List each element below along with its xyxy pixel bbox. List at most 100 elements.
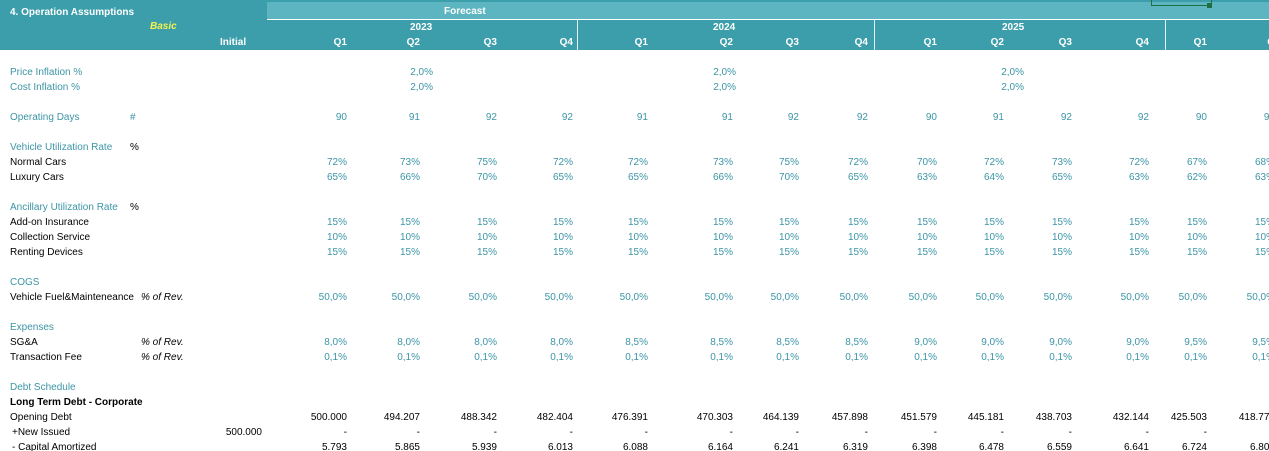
cell[interactable]: 72% — [326, 157, 347, 168]
cell[interactable]: 15% — [916, 217, 937, 228]
cell[interactable]: 15% — [916, 247, 937, 258]
cell[interactable]: 72% — [627, 157, 648, 168]
cell[interactable]: 63% — [1128, 172, 1149, 183]
cell[interactable]: 92 — [787, 112, 799, 123]
cell[interactable]: 15% — [1051, 217, 1072, 228]
cell[interactable]: 68% — [1254, 157, 1269, 168]
cell[interactable]: - — [1215, 427, 1269, 439]
cell[interactable]: 62% — [1186, 172, 1207, 183]
cell[interactable]: 50,0% — [839, 292, 868, 303]
cell[interactable]: 15% — [326, 247, 347, 258]
cell[interactable]: - — [644, 427, 648, 438]
cell[interactable]: 50,0% — [318, 292, 347, 303]
cell[interactable]: 10% — [778, 232, 799, 243]
cell[interactable]: 8,5% — [710, 337, 733, 348]
cell[interactable]: 5.939 — [471, 442, 497, 451]
cell[interactable]: 15% — [627, 217, 648, 228]
cell[interactable]: - — [1203, 427, 1207, 438]
cell[interactable]: 15% — [1051, 247, 1072, 258]
cell[interactable]: 65% — [1051, 172, 1072, 183]
cell[interactable]: 50,0% — [1120, 292, 1149, 303]
cell[interactable]: 15% — [476, 247, 497, 258]
cell[interactable]: 6.724 — [1181, 442, 1207, 451]
cell[interactable]: 50,0% — [619, 292, 648, 303]
cell[interactable]: - — [493, 427, 497, 438]
cell[interactable]: 0,1% — [710, 352, 733, 363]
cell[interactable]: 418.779 — [1238, 412, 1269, 423]
cell[interactable]: 0,1% — [1184, 352, 1207, 363]
cell[interactable]: 50,0% — [975, 292, 1004, 303]
cell[interactable]: 91 — [721, 112, 733, 123]
cell[interactable]: 10% — [326, 232, 347, 243]
cell[interactable]: 0,1% — [1126, 352, 1149, 363]
cell[interactable]: 63% — [916, 172, 937, 183]
cell[interactable]: - — [864, 427, 868, 438]
cell[interactable]: - — [795, 427, 799, 438]
cell[interactable]: 92 — [856, 112, 868, 123]
cell[interactable]: 50,0% — [544, 292, 573, 303]
cell[interactable]: 50,0% — [1043, 292, 1072, 303]
cell[interactable]: 6.319 — [842, 442, 868, 451]
cell[interactable]: 8,0% — [474, 337, 497, 348]
cell[interactable]: 90 — [1195, 112, 1207, 123]
cell[interactable]: 0,1% — [845, 352, 868, 363]
cell[interactable]: 15% — [1186, 247, 1207, 258]
active-cell-selection[interactable] — [1151, 0, 1212, 6]
cell[interactable]: 0,1% — [776, 352, 799, 363]
cell[interactable]: 6.641 — [1123, 442, 1149, 451]
cell[interactable]: 70% — [778, 172, 799, 183]
cell[interactable]: 15% — [399, 217, 420, 228]
cell[interactable]: 425.503 — [1170, 412, 1207, 423]
cell[interactable]: 15% — [983, 217, 1004, 228]
cell[interactable]: 2,0% — [1001, 67, 1024, 78]
cell[interactable]: 72% — [1128, 157, 1149, 168]
cell-initial-new-issued[interactable]: 500.000 — [225, 427, 262, 438]
cell[interactable]: 73% — [1051, 157, 1072, 168]
cell[interactable]: 6.559 — [1046, 442, 1072, 451]
cell[interactable]: 50,0% — [1178, 292, 1207, 303]
cell[interactable]: 15% — [983, 247, 1004, 258]
cell[interactable]: 476.391 — [611, 412, 648, 423]
cell[interactable]: 10% — [399, 232, 420, 243]
cell[interactable]: 8,5% — [776, 337, 799, 348]
cell[interactable]: 2,0% — [410, 67, 433, 78]
cell[interactable]: 10% — [983, 232, 1004, 243]
cell[interactable]: 10% — [476, 232, 497, 243]
cell[interactable]: 50,0% — [908, 292, 937, 303]
cell[interactable]: 9,0% — [981, 337, 1004, 348]
cell[interactable]: 75% — [476, 157, 497, 168]
cell[interactable]: 445.181 — [967, 412, 1004, 423]
cell[interactable]: 0,1% — [550, 352, 573, 363]
cell[interactable]: - — [1145, 427, 1149, 438]
cell[interactable]: 72% — [847, 157, 868, 168]
cell[interactable]: 5.793 — [321, 442, 347, 451]
cell[interactable]: 0,1% — [625, 352, 648, 363]
cell[interactable]: 6.013 — [547, 442, 573, 451]
cell[interactable]: 6.478 — [978, 442, 1004, 451]
cell[interactable]: 15% — [1128, 247, 1149, 258]
cell[interactable]: 6.808 — [1249, 442, 1269, 451]
cell[interactable]: 15% — [399, 247, 420, 258]
cell[interactable]: 15% — [326, 217, 347, 228]
cell[interactable]: 0,1% — [914, 352, 937, 363]
cell[interactable]: 15% — [1254, 217, 1269, 228]
cell[interactable]: 0,1% — [474, 352, 497, 363]
cell[interactable]: 15% — [712, 217, 733, 228]
cell[interactable]: - — [1068, 427, 1072, 438]
cell[interactable]: 6.241 — [773, 442, 799, 451]
cell[interactable]: 10% — [627, 232, 648, 243]
cell[interactable]: 15% — [476, 217, 497, 228]
cell[interactable]: 65% — [552, 172, 573, 183]
cell[interactable]: 70% — [476, 172, 497, 183]
cell[interactable]: 15% — [552, 247, 573, 258]
cell[interactable]: - — [416, 427, 420, 438]
cell[interactable]: 8,0% — [324, 337, 347, 348]
cell[interactable]: 15% — [847, 217, 868, 228]
cell[interactable]: 66% — [712, 172, 733, 183]
cell[interactable]: 488.342 — [460, 412, 497, 423]
cell[interactable]: 438.703 — [1035, 412, 1072, 423]
cell[interactable]: 73% — [399, 157, 420, 168]
cell[interactable]: 15% — [778, 217, 799, 228]
cell[interactable]: 432.144 — [1112, 412, 1149, 423]
cell[interactable]: 67% — [1186, 157, 1207, 168]
